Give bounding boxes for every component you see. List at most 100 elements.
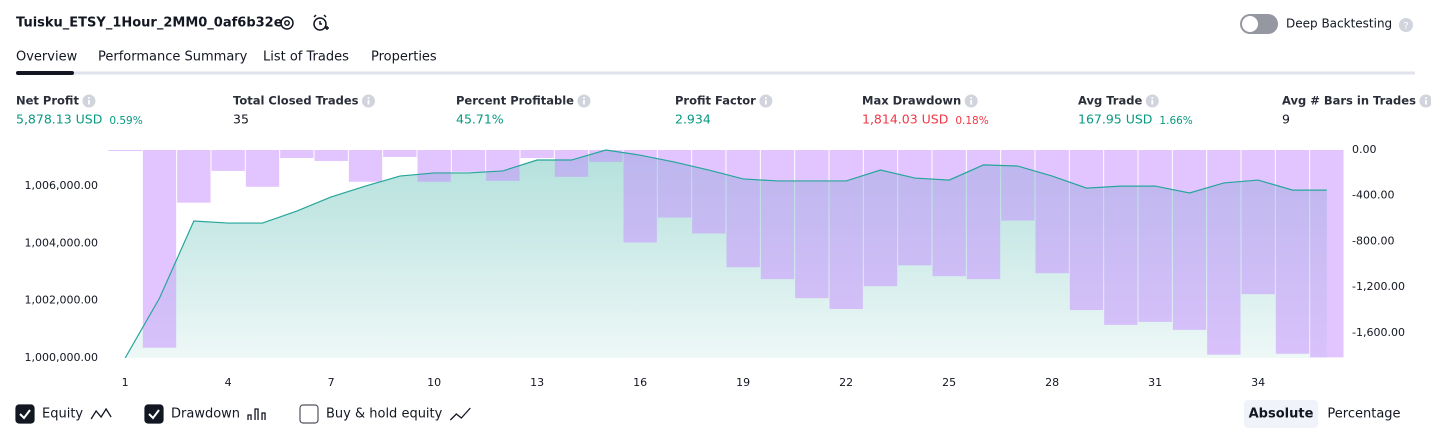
drawdown-bar (1172, 150, 1207, 330)
metric-label: Profit Factor (675, 94, 756, 108)
info-glyph (1425, 100, 1427, 105)
drawdown-bar (245, 150, 280, 187)
drawdown-bar (451, 150, 486, 172)
checkmark (19, 409, 31, 420)
x-tick-label: 31 (1148, 376, 1162, 389)
y-tick-label: 1,000,000.00 (25, 351, 98, 364)
drawdown-bar (692, 150, 726, 234)
metric-percent: 1.66% (1159, 115, 1192, 127)
info-glyph (1151, 100, 1154, 105)
info-glyph (367, 100, 370, 105)
drawdown-bar (932, 150, 966, 277)
legend-label: Buy & hold equity (326, 407, 443, 422)
drawdown-bar (1310, 150, 1344, 358)
svg-text:?: ? (1403, 21, 1408, 32)
tab[interactable]: Performance Summary (98, 50, 248, 65)
y2-tick-label: 0.00 (1352, 143, 1377, 156)
legend-label: Equity (42, 407, 83, 422)
drawdown-bar (1207, 150, 1241, 355)
metric-percent: 0.18% (955, 115, 988, 127)
metric-value: 1,814.03 USD (862, 112, 948, 127)
y2-tick-label: -400.00 (1352, 189, 1394, 202)
mode-button[interactable]: Percentage (1327, 407, 1400, 422)
x-tick-label: 19 (736, 376, 750, 389)
help-icon[interactable]: ? (1399, 18, 1413, 32)
mode-button[interactable]: Absolute (1249, 407, 1314, 422)
tab[interactable]: List of Trades (263, 50, 349, 65)
metric-value: 45.71% (456, 112, 504, 127)
drawdown-bar (211, 150, 245, 171)
x-tick-label: 22 (839, 376, 853, 389)
info-glyph (583, 100, 585, 105)
metric-percent: 0.59% (109, 115, 142, 127)
x-tick-label: 28 (1045, 376, 1059, 389)
y-tick-label: 1,006,000.00 (25, 179, 98, 192)
info-glyph (582, 97, 585, 99)
metric-label: Max Drawdown (862, 94, 961, 108)
mode-button-bg[interactable] (1244, 400, 1318, 428)
deep-backtesting-toggle[interactable] (1240, 14, 1278, 34)
y2-tick-label: -800.00 (1352, 234, 1394, 247)
drawdown-bar (966, 150, 1001, 280)
legend-icon (90, 407, 112, 420)
drawdown-bar (829, 150, 863, 309)
drawdown-bar (1035, 150, 1069, 274)
metric-value: 2.934 (675, 112, 711, 127)
metric-value: 5,878.13 USD (16, 112, 102, 127)
checkmark (148, 409, 160, 420)
drawdown-bar (623, 150, 657, 243)
checkbox[interactable] (15, 404, 35, 424)
info-glyph (970, 97, 973, 99)
tab[interactable]: Overview (16, 50, 78, 65)
x-tick-label: 25 (942, 376, 956, 389)
drawdown-bar (1275, 150, 1310, 354)
drawdown-bar (589, 150, 623, 162)
x-tick-label: 10 (427, 376, 441, 389)
drawdown-bar (108, 150, 142, 151)
metric-value: 167.95 USD (1078, 112, 1152, 127)
legend-icon (247, 408, 266, 420)
drawdown-bar (348, 150, 383, 182)
x-tick-label: 4 (225, 376, 232, 389)
drawdown-bar (520, 150, 554, 158)
drawdown-bar (142, 150, 177, 348)
metric-label: Avg # Bars in Trades (1282, 94, 1416, 108)
y-tick-label: 1,002,000.00 (25, 294, 98, 307)
x-tick-label: 16 (633, 376, 647, 389)
drawdown-bar (898, 150, 932, 266)
legend-icon (449, 407, 471, 421)
settings-icon[interactable] (280, 16, 294, 30)
drawdown-bar (1241, 150, 1275, 295)
metric-label: Net Profit (16, 94, 79, 108)
x-tick-label: 1 (122, 376, 129, 389)
drawdown-bar (314, 150, 348, 161)
drawdown-bar (383, 150, 417, 157)
x-tick-label: 13 (530, 376, 544, 389)
info-glyph (970, 100, 973, 105)
alert-icon[interactable] (313, 14, 329, 31)
drawdown-bar (657, 150, 692, 218)
drawdown-bar (1138, 150, 1172, 322)
toggle-label: Deep Backtesting (1286, 17, 1392, 31)
drawdown-bar (486, 150, 520, 181)
info-glyph (764, 100, 767, 105)
tab[interactable]: Properties (371, 50, 437, 65)
x-tick-label: 34 (1251, 376, 1265, 389)
y-tick-label: 1,004,000.00 (25, 236, 98, 249)
y2-tick-label: -1,600.00 (1352, 326, 1405, 339)
drawdown-bar (554, 150, 589, 177)
drawdown-bar (280, 150, 314, 158)
drawdown-bar (177, 150, 211, 203)
metric-label: Avg Trade (1078, 94, 1142, 108)
info-glyph (88, 100, 90, 105)
strategy-title: Tuisku_ETSY_1Hour_2MM0_0af6b32e (16, 16, 283, 31)
checkbox[interactable] (299, 404, 319, 424)
drawdown-bar (760, 150, 795, 280)
drawdown-bar (1069, 150, 1104, 310)
drawdown-bar (795, 150, 829, 299)
checkbox[interactable] (144, 404, 164, 424)
active-tab-underline (16, 71, 74, 75)
metric-value: 9 (1282, 112, 1290, 127)
drawdown-bar (1104, 150, 1138, 325)
